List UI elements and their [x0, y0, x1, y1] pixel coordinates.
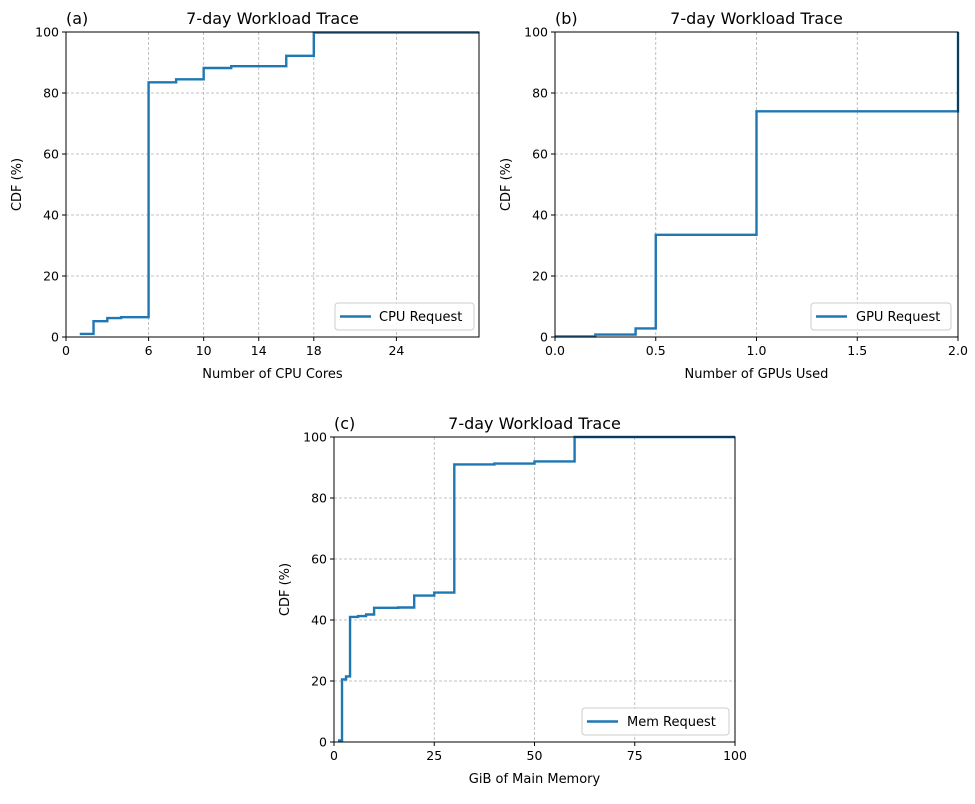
chart-c-ytick-label-2: 40 — [311, 613, 327, 628]
chart-c-ytick-label-5: 100 — [303, 430, 327, 445]
chart-c-legend-box — [581, 707, 730, 736]
chart-a-ylabel: CDF (%) — [10, 158, 25, 211]
chart-a-xtick-label-3: 14 — [251, 343, 267, 358]
chart-a-axes-frame — [65, 31, 480, 338]
chart-c: (c) 7-day Workload Trace GiB of Main Mem… — [278, 414, 747, 787]
chart-a-panel-label: (a) — [66, 9, 88, 28]
chart-b-legend: GPU Request — [810, 302, 952, 331]
chart-a-ytick-label-5: 100 — [35, 25, 59, 40]
chart-b-ytick-label-1: 20 — [532, 269, 548, 284]
chart-a-xtick-label-0: 0 — [62, 343, 70, 358]
chart-b-plot-area: 0.0 0.5 1.0 1.5 2.0 0 20 40 60 80 100 — [524, 25, 968, 359]
chart-c-series-line — [338, 435, 735, 742]
chart-b-xtick-label-3: 1.5 — [847, 343, 867, 358]
chart-a-xtick-label-2: 10 — [196, 343, 212, 358]
chart-a-ytick-label-4: 80 — [43, 86, 59, 101]
chart-b-ytick-label-0: 0 — [540, 330, 548, 345]
chart-c-ytick-label-0: 0 — [319, 735, 327, 750]
chart-b-title: 7-day Workload Trace — [670, 9, 843, 28]
chart-b-ylabel: CDF (%) — [499, 158, 514, 211]
chart-c-legend: Mem Request — [581, 707, 730, 736]
chart-c-xlabel: GiB of Main Memory — [469, 772, 601, 787]
chart-a-plot-area: 0 6 10 14 18 24 0 20 40 60 80 100 — [35, 25, 480, 358]
chart-b-ytick-label-4: 80 — [532, 86, 548, 101]
chart-b-ytick-label-3: 60 — [532, 147, 548, 162]
chart-a-xtick-label-4: 18 — [306, 343, 322, 358]
chart-b-xtick-label-2: 1.0 — [747, 343, 767, 358]
chart-c-title: 7-day Workload Trace — [448, 414, 621, 433]
chart-a-xtick-label-5: 24 — [388, 343, 404, 358]
chart-c-ylabel: CDF (%) — [278, 563, 293, 616]
chart-c-ytick-label-3: 60 — [311, 552, 327, 567]
chart-c-ytick-label-4: 80 — [311, 491, 327, 506]
chart-b-xtick-label-4: 2.0 — [948, 343, 968, 358]
chart-a-ytick-label-1: 20 — [43, 269, 59, 284]
chart-a-ytick-label-2: 40 — [43, 208, 59, 223]
chart-a-series-line — [79, 31, 479, 336]
chart-b-xtick-label-1: 0.5 — [646, 343, 666, 358]
chart-a: (a) 7-day Workload Trace Number of CPU C… — [10, 9, 480, 382]
chart-b-xlabel: Number of GPUs Used — [685, 367, 829, 382]
chart-a-ytick-label-3: 60 — [43, 147, 59, 162]
chart-a-xlabel: Number of CPU Cores — [202, 367, 343, 382]
chart-c-xtick-label-2: 50 — [527, 748, 543, 763]
chart-b-xtick-label-0: 0.0 — [545, 343, 565, 358]
chart-c-xtick-label-3: 75 — [627, 748, 643, 763]
chart-a-legend: CPU Request — [334, 302, 475, 331]
chart-c-xtick-label-0: 0 — [330, 748, 338, 763]
chart-c-legend-label: Mem Request — [627, 715, 716, 730]
chart-c-plot-area: 0 25 50 75 100 0 20 40 60 80 100 — [303, 430, 747, 764]
chart-a-ytick-label-0: 0 — [51, 330, 59, 345]
chart-c-xtick-label-1: 25 — [426, 748, 442, 763]
chart-b: (b) 7-day Workload Trace Number of GPUs … — [499, 9, 968, 382]
chart-b-ytick-label-2: 40 — [532, 208, 548, 223]
chart-c-xtick-label-4: 100 — [723, 748, 747, 763]
chart-b-legend-box — [810, 302, 952, 331]
chart-c-panel-label: (c) — [334, 414, 355, 433]
chart-b-panel-label: (b) — [555, 9, 578, 28]
chart-c-ytick-label-1: 20 — [311, 674, 327, 689]
chart-a-title: 7-day Workload Trace — [186, 9, 359, 28]
chart-a-legend-label: CPU Request — [379, 310, 462, 325]
chart-a-legend-box — [334, 302, 475, 331]
chart-a-xtick-label-1: 6 — [145, 343, 153, 358]
chart-b-series-line — [555, 32, 960, 338]
chart-b-ytick-label-5: 100 — [524, 25, 548, 40]
chart-b-legend-label: GPU Request — [856, 310, 940, 325]
